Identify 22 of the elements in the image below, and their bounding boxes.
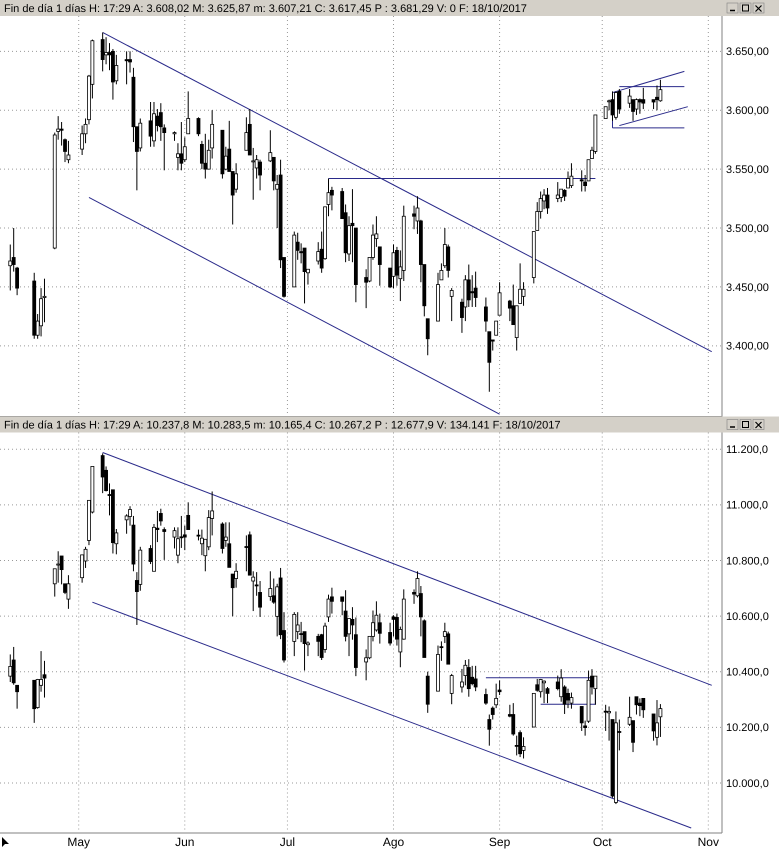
y-tick-label: 3.450,00 bbox=[726, 282, 769, 294]
y-tick-label: 10.000,0 bbox=[726, 778, 769, 790]
y-tick-label: 10.600,0 bbox=[726, 610, 769, 623]
y-tick-label: 3.550,00 bbox=[726, 164, 769, 176]
x-tick-label: Ago bbox=[382, 835, 405, 849]
chart-title: Fin de día 1 días H: 17:29 A: 3.608,02 M: 3.625,87 m: 3.607,21 C: 3.617,45 P : 3.681,29 V: 0 F: 18/10/2017 bbox=[4, 3, 527, 15]
chart-title: Fin de día 1 días H: 17:29 A: 10.237,8 M: 10.283,5 m: 10.165,4 C: 10.267,2 P : 12.677,9 V: 134.141 F: 18/10/2017 bbox=[4, 420, 561, 432]
x-tick-label: Nov bbox=[698, 835, 719, 849]
x-tick-label: Oct bbox=[592, 835, 612, 849]
y-tick-label: 3.400,00 bbox=[726, 340, 769, 353]
y-tick-label: 3.600,00 bbox=[726, 105, 769, 118]
x-tick-label: Sep bbox=[488, 835, 511, 849]
x-tick-label: Jun bbox=[175, 835, 194, 849]
y-tick-label: 11.000,0 bbox=[726, 500, 768, 512]
y-tick-label: 3.650,00 bbox=[726, 46, 769, 58]
y-tick-label: 3.500,00 bbox=[726, 222, 769, 235]
x-tick-label: Jul bbox=[280, 835, 296, 849]
y-tick-label: 10.400,0 bbox=[726, 666, 769, 679]
x-tick-label: May bbox=[67, 835, 90, 849]
y-tick-label: 10.200,0 bbox=[726, 722, 769, 734]
y-tick-label: 11.200,0 bbox=[726, 444, 768, 456]
y-tick-label: 10.800,0 bbox=[726, 555, 769, 568]
